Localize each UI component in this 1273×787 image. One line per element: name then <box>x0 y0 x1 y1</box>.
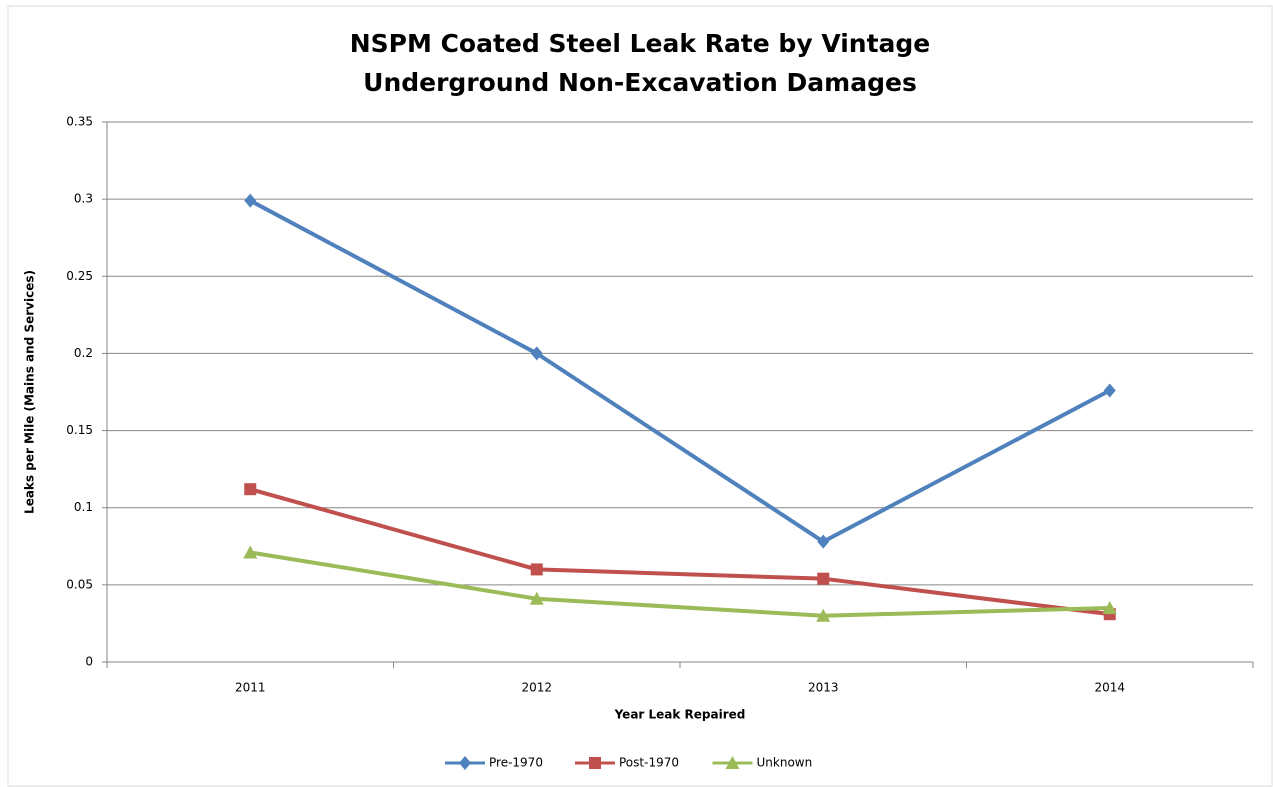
data-point <box>244 483 257 496</box>
y-tick-label: 0.2 <box>74 346 93 360</box>
series-line <box>249 550 1110 618</box>
chart-title: NSPM Coated Steel Leak Rate by Vintage <box>350 29 931 58</box>
y-tick-label: 0.1 <box>74 500 93 514</box>
data-point <box>243 545 258 559</box>
data-point <box>1103 383 1116 398</box>
x-axis-title: Year Leak Repaired <box>614 708 746 722</box>
x-tick-label: 2014 <box>1094 681 1125 695</box>
data-point <box>817 534 830 549</box>
x-tick-label: 2011 <box>235 681 266 695</box>
chart-subtitle: Underground Non-Excavation Damages <box>363 68 917 97</box>
x-tick-label: 2012 <box>521 681 552 695</box>
y-tick-label: 0 <box>85 655 93 669</box>
y-tick-label: 0.35 <box>66 115 93 129</box>
y-tick-label: 0.3 <box>74 192 93 206</box>
data-point <box>529 591 544 605</box>
legend-marker <box>459 756 471 770</box>
data-point <box>530 346 543 361</box>
series-line <box>249 198 1111 544</box>
y-tick-label: 0.15 <box>66 423 93 437</box>
data-point <box>530 563 543 576</box>
data-point <box>244 193 257 208</box>
legend-marker <box>589 757 601 769</box>
legend-marker <box>725 756 740 769</box>
legend-label: Pre-1970 <box>489 756 543 770</box>
series-line <box>249 487 1110 617</box>
legend-label: Post-1970 <box>619 756 679 770</box>
data-point <box>817 572 830 585</box>
legend-label: Unknown <box>757 756 813 770</box>
x-tick-label: 2013 <box>808 681 839 695</box>
data-point <box>1102 601 1117 614</box>
y-axis-title: Leaks per Mile (Mains and Services) <box>23 270 37 514</box>
y-tick-label: 0.05 <box>66 577 93 591</box>
chart-border <box>7 5 1273 787</box>
y-tick-label: 0.25 <box>66 269 93 283</box>
data-point <box>816 608 831 622</box>
